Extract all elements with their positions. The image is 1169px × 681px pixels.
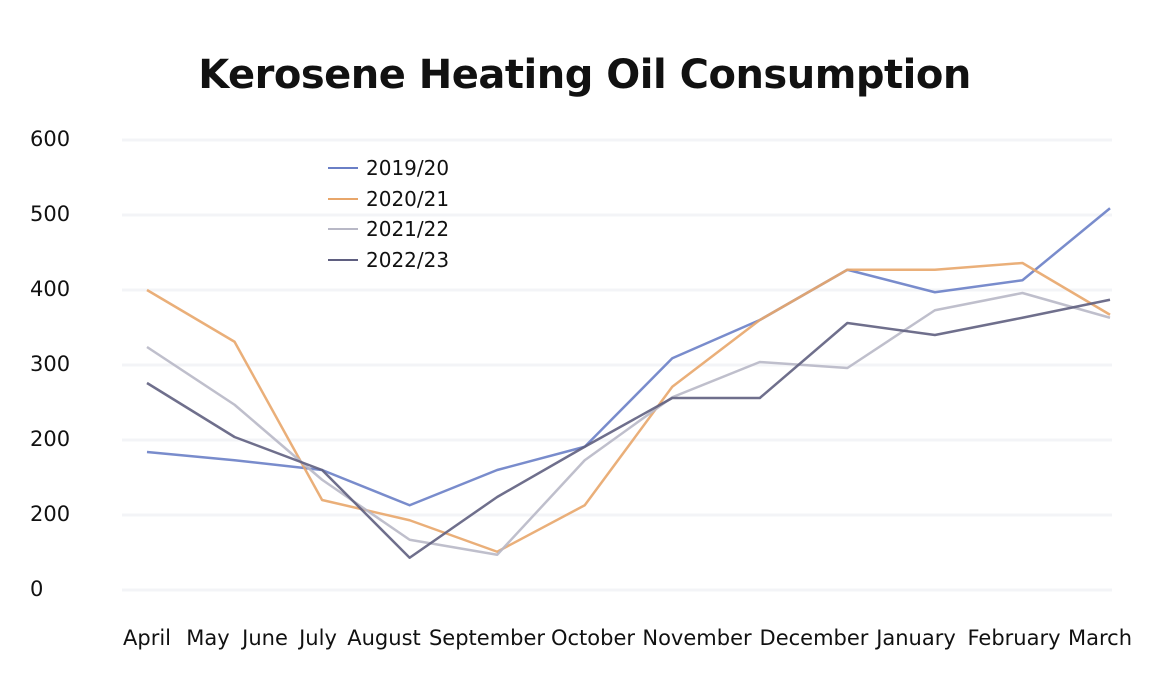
x-tick-label: June — [242, 626, 288, 650]
y-tick-label: 200 — [30, 502, 71, 526]
legend-label: 2021/22 — [366, 217, 450, 241]
y-tick-label: 500 — [30, 202, 71, 226]
legend-item: 2019/20 — [328, 156, 450, 180]
series-line-2019-20 — [146, 207, 1111, 507]
legend-label: 2022/23 — [366, 247, 450, 272]
chart-title: Kerosene Heating Oil Consumption — [198, 52, 971, 98]
legend-item: 2022/23 — [328, 247, 450, 272]
legend-swatch — [328, 228, 358, 230]
legend-item: 2021/22 — [328, 217, 450, 241]
x-tick-label: February — [967, 626, 1061, 650]
x-tick-label: August — [347, 626, 421, 650]
series-line-2021-22 — [146, 291, 1111, 556]
x-tick-label: September — [428, 626, 546, 650]
series-line-2022-23 — [146, 298, 1111, 559]
y-tick-label: 0 — [30, 577, 44, 601]
legend-label: 2020/21 — [366, 186, 450, 211]
x-tick-label: July — [299, 626, 337, 650]
y-tick-label: 400 — [30, 277, 71, 301]
legend-swatch — [328, 167, 358, 169]
x-tick-label: December — [759, 626, 869, 650]
legend-swatch — [328, 258, 358, 261]
y-tick-label: 300 — [30, 352, 71, 376]
legend-swatch — [328, 197, 358, 200]
x-tick-label: April — [123, 626, 171, 650]
x-tick-label: May — [186, 626, 230, 650]
legend-label: 2019/20 — [366, 156, 450, 180]
x-tick-label: March — [1067, 626, 1133, 650]
x-tick-label: November — [642, 626, 752, 650]
x-tick-label: January — [876, 626, 956, 650]
y-tick-label: 600 — [30, 127, 71, 151]
y-tick-label: 200 — [30, 427, 71, 451]
x-tick-label: October — [550, 626, 636, 650]
series-line-2020-21 — [146, 261, 1111, 553]
legend-item: 2020/21 — [328, 186, 450, 211]
